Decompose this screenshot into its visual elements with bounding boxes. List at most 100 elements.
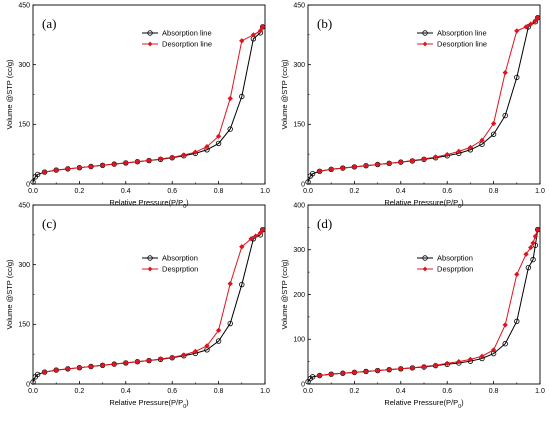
- data-point: [309, 374, 316, 380]
- data-point: [123, 360, 129, 366]
- legend: Absorption line Desorption line: [417, 29, 487, 49]
- data-point: [123, 160, 129, 166]
- data-point: [467, 144, 474, 151]
- legend-marker: [147, 41, 153, 47]
- data-point: [456, 148, 462, 155]
- data-point: [398, 159, 404, 165]
- data-point: [316, 168, 323, 175]
- data-point: [523, 251, 529, 257]
- x-tick-label: 0.6: [167, 188, 177, 195]
- x-tick-label: 0.8: [214, 388, 224, 395]
- data-point: [76, 164, 83, 171]
- data-point: [53, 367, 59, 373]
- data-series: [316, 226, 541, 379]
- x-tick-label: 0.4: [396, 188, 406, 195]
- data-point: [204, 143, 210, 150]
- data-point: [444, 360, 450, 367]
- x-axis-title: Relative Pressure(P/P0): [109, 198, 189, 210]
- data-series: [305, 226, 541, 385]
- data-point: [99, 162, 106, 169]
- y-tick-label: 0: [26, 181, 30, 188]
- data-point: [259, 24, 266, 30]
- data-point: [514, 74, 520, 81]
- data-point: [248, 236, 254, 242]
- x-axis-title: Relative Pressure(P/P0): [384, 398, 464, 410]
- data-point: [169, 154, 175, 161]
- data-point: [530, 256, 536, 263]
- data-point: [363, 368, 369, 375]
- x-tick-label: 0.8: [214, 188, 224, 195]
- data-point: [514, 318, 520, 325]
- y-tick-label: 100: [293, 337, 305, 344]
- data-point: [340, 370, 346, 377]
- data-point: [134, 358, 141, 365]
- data-point: [479, 353, 485, 360]
- legend-marker: [422, 266, 428, 272]
- x-tick-label: 0.4: [121, 188, 131, 195]
- data-point: [215, 338, 222, 344]
- data-point: [328, 371, 334, 377]
- x-tick-label: 0.0: [28, 388, 38, 395]
- data-point: [374, 367, 381, 374]
- plot-frame: [307, 204, 541, 385]
- x-tick-label: 0.8: [489, 388, 499, 395]
- series-line: [44, 229, 264, 373]
- data-point: [490, 131, 497, 137]
- data-series: [41, 24, 266, 175]
- data-point: [65, 366, 71, 372]
- x-axis-title: Relative Pressure(P/P0): [109, 398, 189, 410]
- data-point: [530, 240, 536, 246]
- data-point: [227, 281, 233, 287]
- y-axis-title: Volume @STP (cc/g): [5, 259, 14, 330]
- y-tick-label: 300: [293, 247, 305, 254]
- series-line: [319, 17, 539, 172]
- data-point: [53, 167, 59, 173]
- legend-marker: [422, 255, 428, 261]
- y-tick-label: 450: [18, 202, 30, 209]
- data-point: [34, 171, 41, 178]
- data-point: [523, 24, 529, 30]
- data-point: [99, 362, 106, 369]
- data-point: [432, 362, 439, 368]
- data-point: [374, 161, 381, 168]
- legend-marker: [422, 41, 428, 47]
- data-point: [421, 363, 427, 370]
- data-point: [30, 379, 36, 385]
- data-point: [502, 341, 508, 347]
- data-point: [305, 179, 311, 185]
- x-tick-label: 0.6: [167, 388, 177, 395]
- data-point: [111, 361, 117, 367]
- data-point: [239, 38, 245, 44]
- data-point: [386, 160, 392, 167]
- data-point: [227, 95, 233, 102]
- data-point: [259, 226, 266, 233]
- legend-label: Desorption line: [162, 40, 212, 49]
- data-point: [252, 233, 259, 239]
- data-point: [215, 133, 222, 140]
- legend-label: Absorption line: [162, 29, 212, 38]
- data-point: [204, 343, 210, 349]
- data-point: [257, 28, 264, 34]
- data-point: [88, 163, 94, 170]
- plot-frame: [32, 4, 266, 185]
- y-tick-label: 0: [26, 381, 30, 388]
- data-point: [421, 156, 427, 162]
- data-point: [257, 230, 264, 236]
- data-point: [227, 320, 233, 327]
- x-tick-label: 0.2: [350, 188, 360, 195]
- data-point: [328, 166, 334, 173]
- x-axis-title: Relative Pressure(P/P0): [384, 198, 464, 210]
- data-point: [157, 356, 164, 362]
- data-point: [88, 363, 94, 370]
- data-point: [134, 158, 141, 165]
- data-point: [532, 233, 539, 240]
- data-point: [215, 140, 222, 147]
- data-point: [192, 348, 199, 355]
- data-point: [502, 322, 508, 328]
- data-point: [502, 69, 508, 76]
- x-tick-label: 1.0: [260, 388, 270, 395]
- panel-label: (d): [317, 216, 332, 231]
- data-point: [34, 371, 41, 378]
- series-line: [307, 229, 539, 383]
- chart-panel: 0.0 0.2 0.4 0.6 0.8 1.0 0 100 200 300 400 Relative …: [280, 202, 545, 410]
